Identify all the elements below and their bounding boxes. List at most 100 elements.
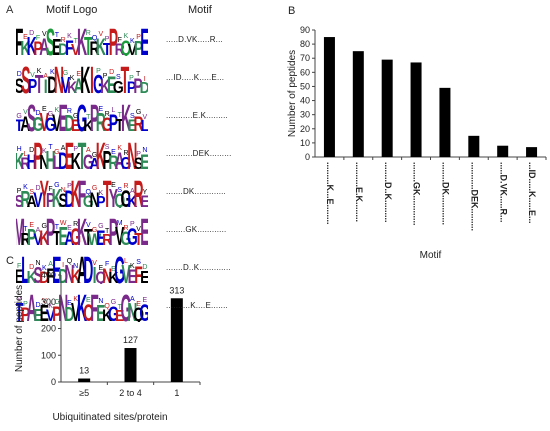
logo-letter: K xyxy=(71,266,81,284)
logo-letter: T xyxy=(78,137,87,170)
y-tick-label: 400 xyxy=(41,270,56,280)
logo-letter: N xyxy=(54,61,64,94)
y-tick-label: 0 xyxy=(51,377,56,387)
logo-letter: S xyxy=(58,190,67,208)
motif-logo-7: EFLKDSNDKFAEDINQKNADIVQENFKEGVLEKFSED xyxy=(16,251,148,284)
logo-letter: P xyxy=(73,146,78,153)
logo-letter: K xyxy=(80,61,90,94)
logo-letter: E xyxy=(143,297,148,304)
y-tick-label: 50 xyxy=(300,81,310,91)
bar-7 xyxy=(497,145,509,157)
logo-letter: P xyxy=(96,68,101,75)
logo-letter: N xyxy=(142,147,147,154)
logo-letter: V xyxy=(42,31,47,38)
motif-label-8: ..........K....E....... xyxy=(166,301,228,310)
logo-letter: D xyxy=(83,251,93,284)
logo-letter: E xyxy=(111,182,116,189)
logo-letter: T xyxy=(16,299,24,322)
logo-letter: G xyxy=(127,224,138,246)
x-tick-label-3: ........D..K......... xyxy=(383,162,393,223)
x-tick-label-5: ........DK............ xyxy=(441,162,451,225)
logo-letter: Y xyxy=(40,175,49,208)
logo-letter: V xyxy=(17,296,22,303)
logo-letter: K xyxy=(42,148,47,155)
panel-b-bar-chart: B 0 10 20 30 40 50 60 70 80 90 .........K...E.....… xyxy=(287,5,547,261)
panel-c-letter: C xyxy=(6,255,14,267)
logo-letter: K xyxy=(83,118,94,132)
logo-letter: V xyxy=(46,307,56,322)
logo-letter: D xyxy=(142,264,147,271)
logo-letter: E xyxy=(52,251,61,284)
logo-letter: N xyxy=(61,187,66,194)
logo-letter: S xyxy=(134,155,143,170)
logo-letter: E xyxy=(140,193,148,208)
logo-letter: E xyxy=(67,300,72,307)
logo-letter: S xyxy=(136,259,141,266)
logo-letter: S xyxy=(21,61,30,94)
logo-letter: D xyxy=(64,302,74,322)
motif-logo-8: TVPPAEDEVVKPCNDEVKKCEFENKQGGETGNAQEGE xyxy=(16,289,148,322)
logo-letter: E xyxy=(99,265,104,272)
logo-letter: N xyxy=(73,263,78,270)
logo-letter: E xyxy=(111,149,116,156)
logo-letter: P xyxy=(33,38,42,56)
logo-letter: P xyxy=(130,221,135,228)
logo-letter: N xyxy=(127,299,137,322)
logo-letter: G xyxy=(33,112,44,132)
motif-label-6: ........GK............ xyxy=(166,225,227,234)
y-axis-title: Number of peptides xyxy=(287,50,298,137)
motif-label-7: .......D..K............. xyxy=(166,263,231,272)
logo-letter: A xyxy=(36,227,41,234)
logo-letter: P xyxy=(33,137,42,170)
logo-letter: P xyxy=(23,301,28,308)
logo-letter: D xyxy=(58,41,68,56)
logo-letter: G xyxy=(136,109,141,116)
logo-letter: G xyxy=(121,155,132,170)
logo-letter: P xyxy=(21,304,30,322)
logo-letter: E xyxy=(23,34,28,41)
logo-letter: R xyxy=(102,232,113,246)
y-tick-label: 200 xyxy=(41,324,56,334)
logo-letter: A xyxy=(74,73,84,94)
x-tick-label-8: ...ID.....K.....E... xyxy=(527,162,537,224)
logo-letter: V xyxy=(143,114,148,121)
logo-letter: R xyxy=(20,155,30,170)
logo-letter: G xyxy=(45,114,56,132)
logo-letter: K xyxy=(20,36,30,56)
bar-8 xyxy=(526,147,538,157)
logo-letter: S xyxy=(105,144,110,151)
logo-letter: N xyxy=(127,137,137,170)
y-tick-label: 20 xyxy=(300,124,310,134)
logo-letter: A xyxy=(39,34,49,56)
logo-letter: T xyxy=(115,117,124,132)
logo-letter: R xyxy=(20,188,30,208)
logo-letter: V xyxy=(23,109,28,116)
logo-letter: N xyxy=(90,187,100,208)
bar-5 xyxy=(439,87,451,157)
x-tick-label-2: ..........E.K........ xyxy=(354,162,364,222)
logo-letter: V xyxy=(52,110,62,132)
logo-letter: S xyxy=(33,264,42,284)
logo-letter: G xyxy=(54,149,59,156)
logo-letter: P xyxy=(136,34,141,41)
logo-letter: H xyxy=(46,147,56,170)
logo-letter: I xyxy=(90,61,94,94)
logo-letter: D xyxy=(109,69,114,76)
logo-letter: D xyxy=(17,71,22,78)
logo-letter: K xyxy=(50,69,55,76)
logo-letter: E xyxy=(140,213,148,246)
logo-letter: K xyxy=(100,76,110,94)
logo-letter: E xyxy=(96,302,105,322)
logo-letter: K xyxy=(77,213,87,246)
y-tick-label: 0 xyxy=(305,152,310,162)
logo-letter: A xyxy=(115,148,125,170)
logo-letter: V xyxy=(61,74,71,94)
x-axis-title: Motif xyxy=(420,250,442,261)
logo-letter: A xyxy=(48,261,53,268)
logo-letter: E xyxy=(67,225,72,232)
logo-letter: G xyxy=(102,114,113,132)
logo-letter: A xyxy=(64,228,74,246)
logo-letter: W xyxy=(88,231,102,246)
data-label-2: 127 xyxy=(123,335,138,345)
logo-letter: K xyxy=(37,68,42,75)
